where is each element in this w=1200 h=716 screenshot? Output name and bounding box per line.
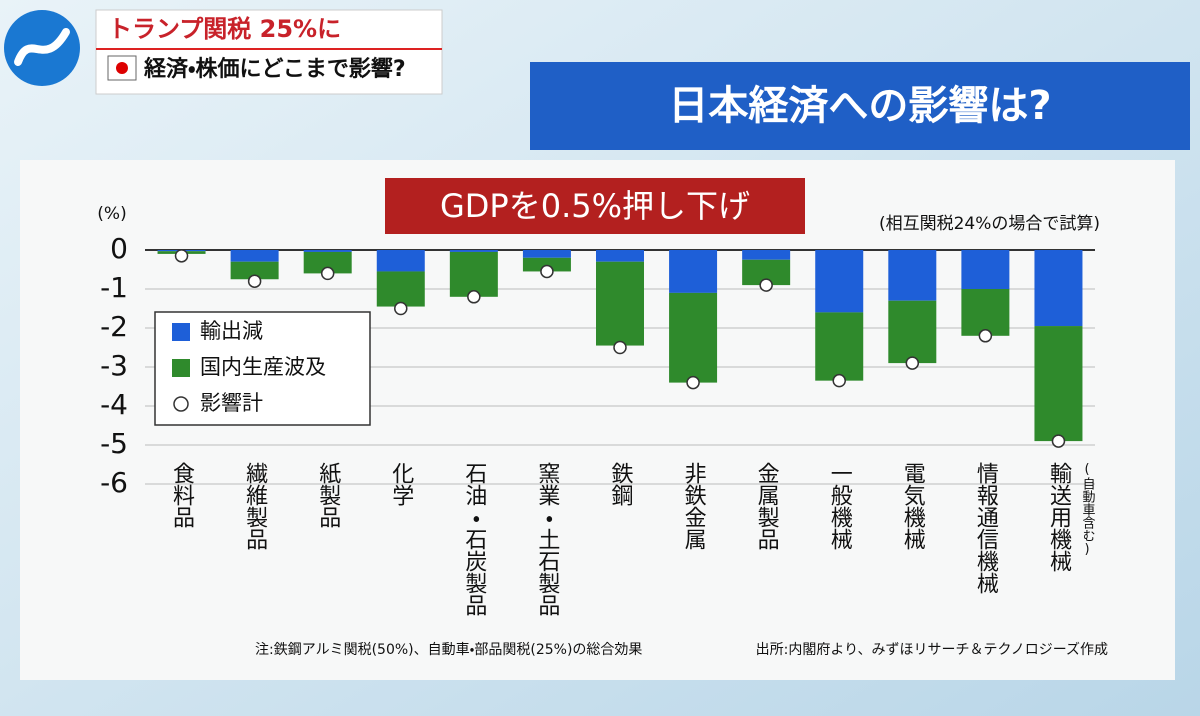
total-marker bbox=[978, 329, 993, 343]
x-tick-label: 食料品 bbox=[169, 462, 195, 528]
x-tick-label: 金属製品 bbox=[754, 462, 780, 550]
y-tick-label: -6 bbox=[100, 466, 128, 499]
total-marker bbox=[467, 290, 481, 304]
logo-mark bbox=[14, 28, 70, 66]
total-marker bbox=[174, 249, 189, 263]
bar-segment bbox=[742, 250, 791, 260]
total-marker bbox=[832, 373, 846, 388]
chart-title: GDPを0.5%押し下げ bbox=[440, 187, 750, 225]
y-tick-label: -2 bbox=[100, 310, 128, 343]
y-tick-label: 0 bbox=[110, 232, 128, 265]
x-tick-label: 窯業・土石製品 bbox=[534, 462, 560, 616]
x-tick-label: 情報通信機械 bbox=[973, 462, 999, 594]
bar-segment bbox=[303, 250, 352, 252]
total-marker bbox=[394, 301, 408, 316]
bar-segment bbox=[815, 250, 864, 313]
x-tick-label: 一般機械 bbox=[827, 462, 853, 550]
x-tick-label: 輸送用機械 bbox=[1046, 462, 1072, 572]
x-tick-label: 電気機械 bbox=[900, 462, 926, 550]
total-marker bbox=[320, 266, 335, 281]
legend-swatch bbox=[172, 323, 190, 341]
banner-text: 日本経済への影響は? bbox=[668, 83, 1051, 129]
total-marker bbox=[905, 356, 920, 370]
x-tick-label: 繊維製品 bbox=[242, 462, 268, 550]
legend-box bbox=[154, 311, 371, 426]
bar-segment bbox=[888, 250, 937, 301]
total-marker bbox=[1051, 434, 1066, 448]
note: 注:鉄鋼アルミ関税(50%)、自動車・部品関税(25%)の総合効果 bbox=[255, 641, 642, 658]
header-divider bbox=[96, 48, 442, 50]
bar-segment bbox=[376, 250, 425, 272]
category-note: (自動車含む) bbox=[1080, 462, 1096, 557]
bar-segment bbox=[961, 289, 1010, 336]
source: 出所:内閣府より、みずほリサーチ＆テクノロジーズ作成 bbox=[756, 642, 1108, 658]
bar-segment bbox=[522, 250, 571, 258]
bar-segment bbox=[449, 250, 498, 252]
bar-segment bbox=[1034, 326, 1083, 442]
bar-segment bbox=[596, 250, 644, 262]
header-subtitle: 経済・株価にどこまで影響? bbox=[143, 56, 406, 82]
flag-sun bbox=[116, 62, 128, 74]
header-title: トランプ関税 25%に bbox=[108, 15, 341, 43]
y-tick-label: -1 bbox=[100, 271, 128, 304]
legend-swatch bbox=[172, 359, 190, 377]
bar-segment bbox=[376, 271, 425, 307]
x-tick-label: 化学 bbox=[388, 462, 414, 506]
chart-subtitle: (相互関税24%の場合で試算) bbox=[879, 214, 1100, 234]
x-tick-label: 非鉄金属 bbox=[681, 462, 707, 550]
header-box bbox=[95, 9, 443, 95]
x-tick-label: 紙製品 bbox=[315, 462, 341, 528]
total-marker bbox=[540, 264, 554, 279]
legend-label: 国内生産波及 bbox=[200, 355, 326, 379]
bar-segment bbox=[449, 251, 498, 297]
y-tick-label: -4 bbox=[100, 388, 128, 421]
bar-segment bbox=[669, 250, 718, 293]
bar-segment bbox=[522, 257, 571, 272]
total-marker bbox=[759, 278, 773, 292]
legend-marker bbox=[173, 396, 189, 412]
legend-label: 影響計 bbox=[200, 391, 263, 415]
total-marker bbox=[686, 375, 700, 390]
bar-segment bbox=[961, 250, 1010, 289]
banner bbox=[530, 62, 1190, 150]
title-box bbox=[385, 178, 805, 234]
bar-segment bbox=[815, 312, 864, 381]
total-marker bbox=[247, 274, 262, 288]
bar-segment bbox=[596, 261, 644, 346]
bar-segment bbox=[1034, 250, 1083, 327]
y-tick-label: -3 bbox=[100, 349, 128, 382]
y-tick-label: -5 bbox=[100, 427, 128, 460]
bar-segment bbox=[303, 251, 352, 274]
bar-segment bbox=[230, 261, 279, 280]
total-marker bbox=[613, 340, 627, 355]
legend-label: 輸出減 bbox=[200, 319, 263, 343]
x-tick-label: 石油・石炭製品 bbox=[461, 462, 487, 616]
x-tick-label: 鉄鋼 bbox=[608, 462, 634, 506]
y-axis-label: (%) bbox=[97, 204, 126, 224]
bar-segment bbox=[669, 292, 718, 383]
bar-segment bbox=[230, 250, 279, 262]
bar-segment bbox=[888, 300, 937, 364]
